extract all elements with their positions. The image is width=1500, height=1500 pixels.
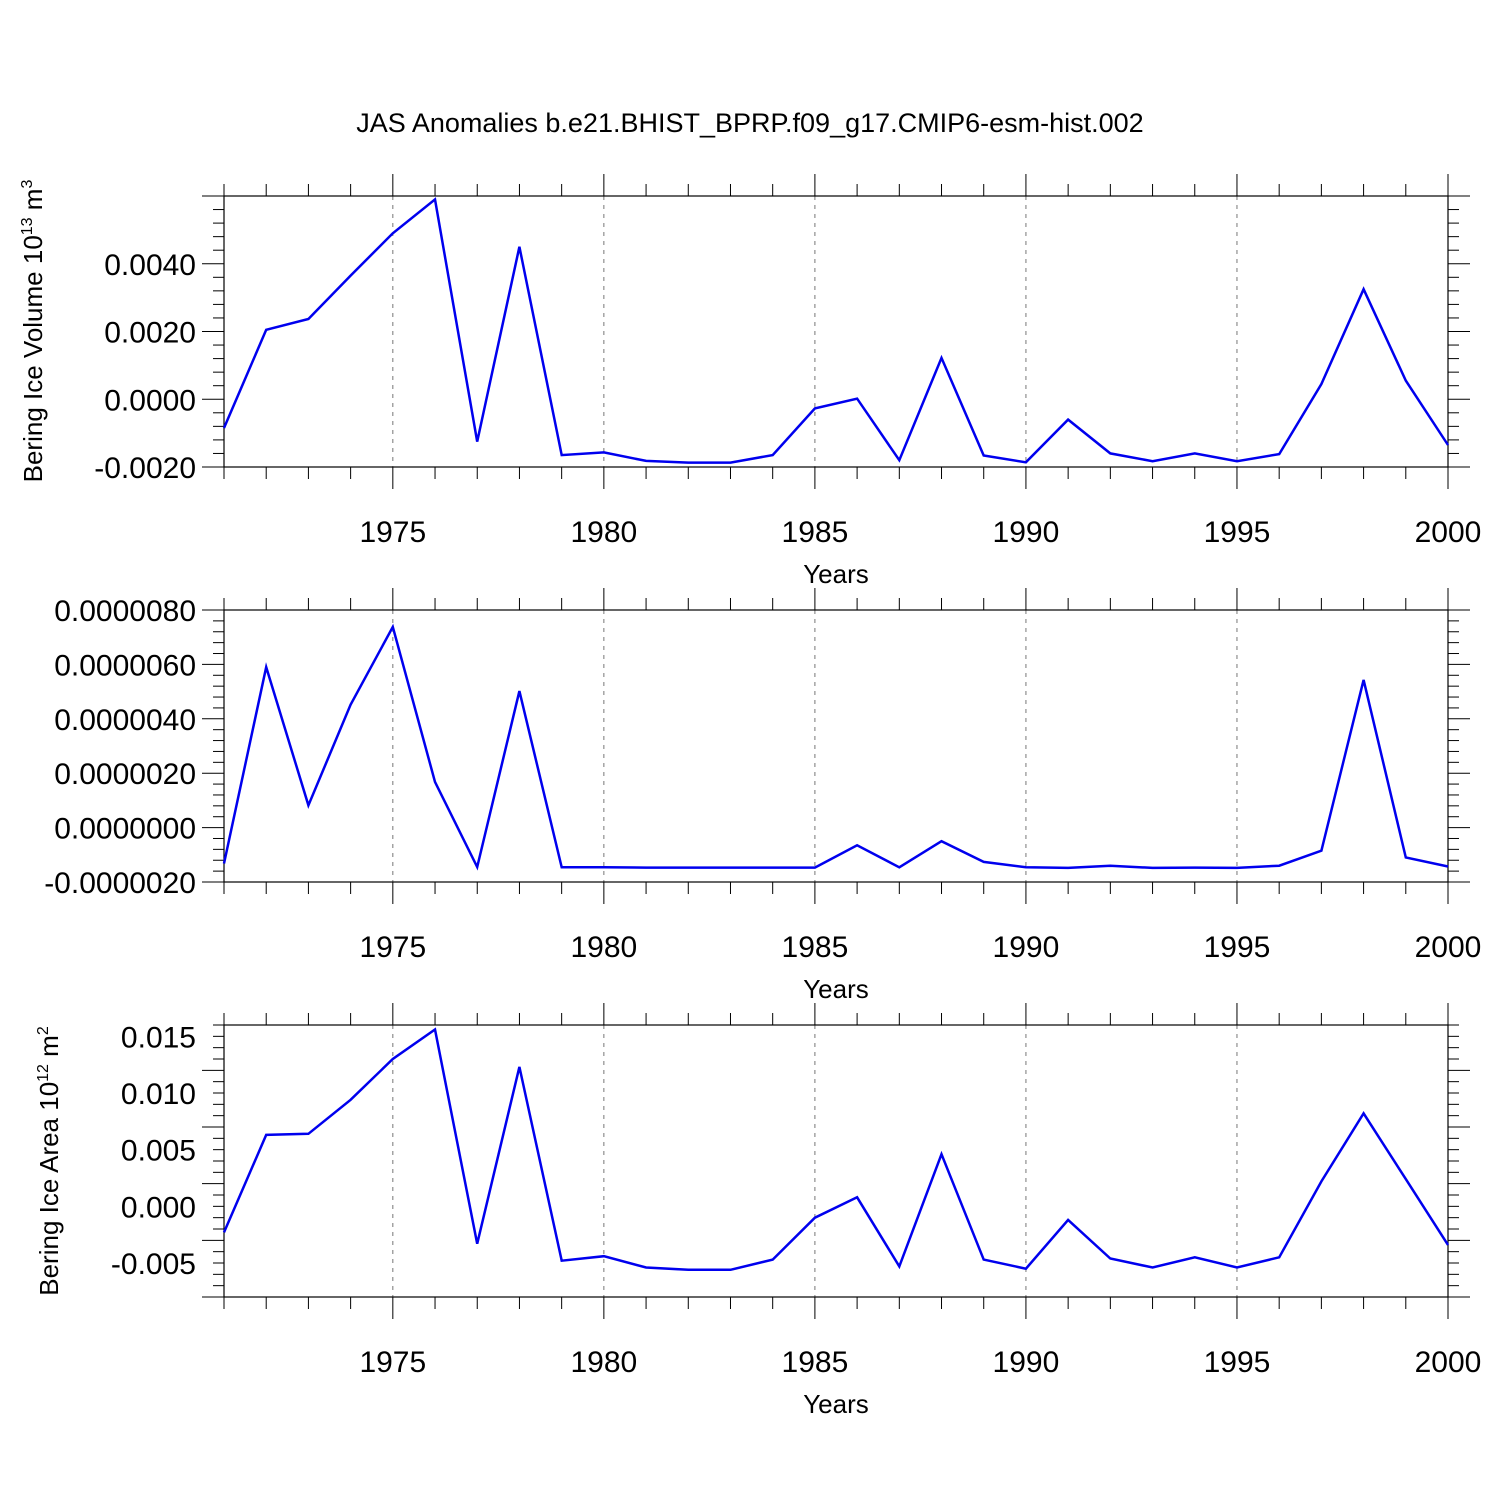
x-tick-label: 1995 xyxy=(1204,1346,1271,1379)
y-tick-label: 0.0000020 xyxy=(54,758,196,791)
plot-frame xyxy=(223,609,1449,883)
panels: -0.0020 0.0000 0.0020 0.0040 1975 1980 1985 199… xyxy=(18,174,1481,1419)
x-tick-label: 1995 xyxy=(1204,516,1271,549)
y-tick-label: -0.005 xyxy=(111,1248,196,1281)
y-axis-title: Bering Ice Area 1012 m2 xyxy=(34,1026,64,1296)
y-axis-title: Bering Ice Volume 1013 m3 xyxy=(18,180,48,483)
x-tick-label: 1990 xyxy=(993,931,1060,964)
x-tick-label: 1975 xyxy=(359,931,426,964)
y-tick-label: 0.0020 xyxy=(104,317,196,350)
x-tick-label: 2000 xyxy=(1415,516,1482,549)
series-line xyxy=(222,197,1450,464)
x-tick-label: 1990 xyxy=(993,516,1060,549)
x-tick-label: 1990 xyxy=(993,1346,1060,1379)
x-tick-label: 1985 xyxy=(782,931,849,964)
plot-frame xyxy=(223,1024,1449,1298)
x-tick-label: 1995 xyxy=(1204,931,1271,964)
plot-frame xyxy=(223,195,1449,468)
x-tick-label: 2000 xyxy=(1415,931,1482,964)
y-tick-label: 0.015 xyxy=(121,1021,196,1054)
series-line xyxy=(222,1027,1450,1272)
x-tick-label: 1975 xyxy=(359,1346,426,1379)
y-tick-label: 0.0040 xyxy=(104,249,196,282)
panel-1: -0.0020 0.0000 0.0020 0.0040 1975 1980 1985 199… xyxy=(18,174,1481,589)
y-tick-label: 0.0000040 xyxy=(54,704,196,737)
x-axis-title: Years xyxy=(803,1389,869,1419)
x-tick-label: 1980 xyxy=(570,516,637,549)
chart-title: JAS Anomalies b.e21.BHIST_BPRP.f09_g17.C… xyxy=(356,108,1143,138)
y-tick-label: 0.0000080 xyxy=(54,595,196,628)
x-tick-label: 2000 xyxy=(1415,1346,1482,1379)
y-tick-label: 0.010 xyxy=(121,1078,196,1111)
panel-2: -0.0000020 0.0000000 0.0000020 0.0000040 0.0… xyxy=(44,588,1481,1004)
y-tick-label: 0.0000 xyxy=(104,384,196,417)
series-line xyxy=(222,623,1449,871)
y-tick-label: -0.0020 xyxy=(94,452,196,485)
y-tick-label: 0.0000060 xyxy=(54,649,196,682)
y-tick-label: 0.005 xyxy=(121,1135,196,1168)
x-tick-label: 1980 xyxy=(570,931,637,964)
panel-3: -0.005 0.000 0.005 0.010 0.015 1975 1980 1985 19… xyxy=(34,1003,1481,1419)
x-tick-label: 1985 xyxy=(782,516,849,549)
y-tick-label: -0.0000020 xyxy=(44,867,196,900)
y-tick-label: 0.000 xyxy=(121,1191,196,1224)
x-tick-label: 1985 xyxy=(782,1346,849,1379)
x-axis-title: Years xyxy=(803,559,869,589)
y-tick-label: 0.0000000 xyxy=(54,813,196,846)
x-tick-label: 1980 xyxy=(570,1346,637,1379)
x-axis-title: Years xyxy=(803,974,869,1004)
x-tick-label: 1975 xyxy=(359,516,426,549)
